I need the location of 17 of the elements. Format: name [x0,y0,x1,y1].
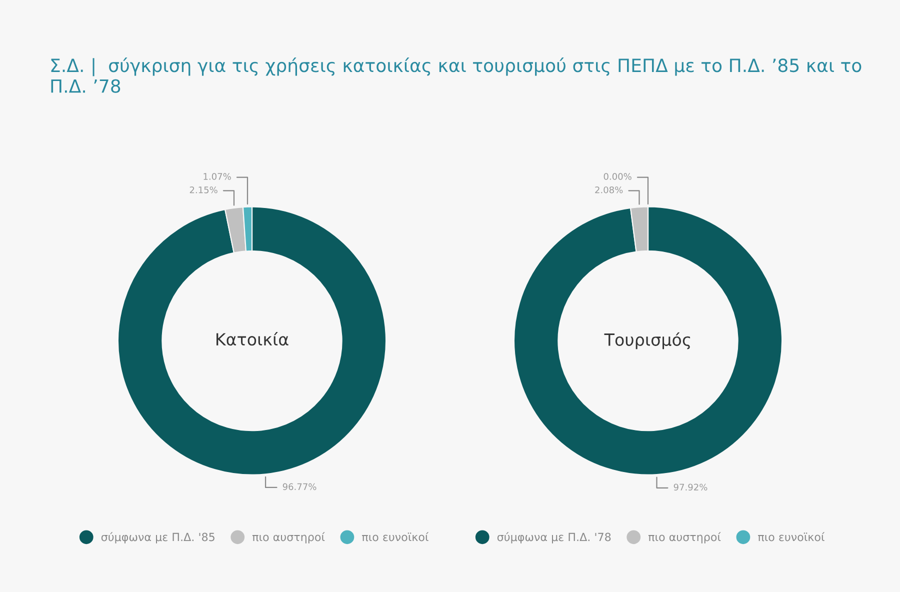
legend-label: πιο αυστηροί [648,532,721,544]
data-label: 2.15% [190,186,218,194]
legend-label: πιο αυστηροί [252,532,325,544]
data-label: 1.07% [204,173,231,180]
data-label: 96.77% [282,483,316,490]
text: 0.00% [604,173,632,180]
data-label: 2.08% [595,186,623,194]
legend-label: πιο ευνοϊκοί [758,532,825,542]
data-label: 97.92% [674,484,708,491]
slice-label: σύμφωνα με Π.Δ. '78 [497,532,611,544]
text: Τουρισμός [604,332,690,350]
chart-title: Σ.Δ. | σύγκριση για τις χρήσεις κατοικίας και τουρισμού στις ΠΕΠΔ με το Π.Δ. ’85 και το Π.Δ. ’78 [51,58,862,93]
text: Κατοικία [216,332,288,346]
donut-slice [513,206,783,476]
legend-label: σύμφωνα με Π.Δ. '85 [101,532,214,544]
donut-slice [117,206,387,476]
legend-label: πιο ευνοϊκοί [362,532,429,542]
